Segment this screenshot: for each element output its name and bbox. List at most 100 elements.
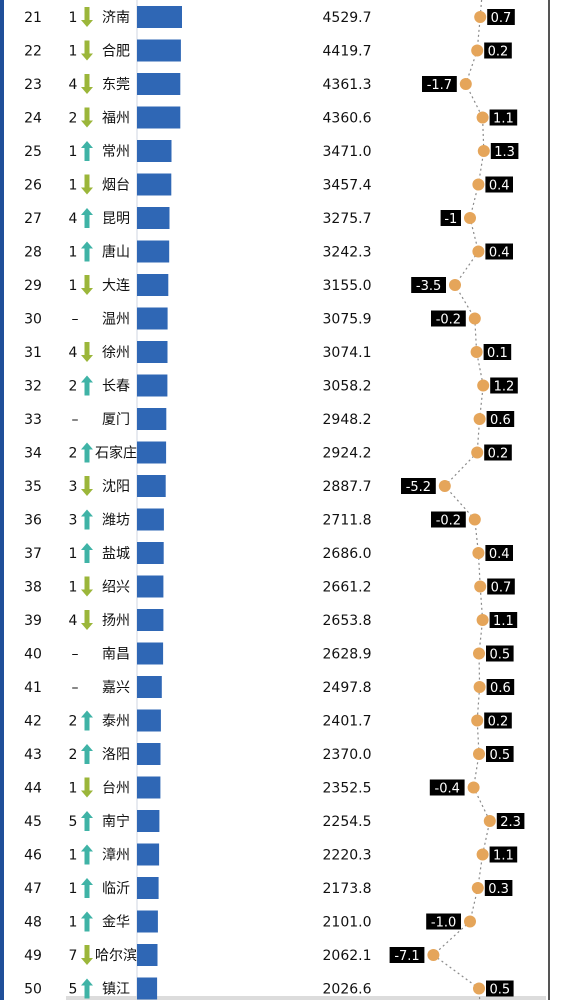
rank-change-label: 1 [69, 10, 78, 26]
growth-point [459, 78, 472, 90]
table-row: 21 1 济南 4529.7 [24, 6, 372, 28]
growth-value-label: 2.3 [500, 815, 521, 830]
gdp-value-label: 2062.1 [323, 948, 372, 964]
table-row: 38 1 绍兴 2661.2 [24, 575, 372, 598]
table-row: 31 4 徐州 3074.1 [24, 341, 372, 363]
growth-label-box [496, 813, 525, 829]
gdp-value-label: 3075.9 [323, 312, 372, 328]
arrow-down-icon [81, 174, 93, 195]
gdp-bar [137, 441, 167, 464]
growth-value-label: -5.2 [406, 480, 431, 495]
rank-label: 47 [24, 881, 42, 897]
gdp-bar [137, 106, 181, 129]
gdp-bar [137, 910, 158, 933]
arrow-up-icon [81, 241, 93, 262]
rank-change-label: – [72, 312, 79, 328]
gdp-value-label: 3058.2 [323, 379, 372, 395]
rank-label: 37 [24, 546, 42, 562]
growth-label-box [486, 645, 514, 662]
rank-change-label: 1 [69, 915, 78, 931]
gdp-bar [137, 542, 164, 564]
gdp-value-label: 2948.2 [323, 412, 372, 428]
rank-label: 43 [24, 747, 42, 763]
gdp-value-label: 2628.9 [323, 647, 372, 663]
growth-label-box [487, 9, 515, 25]
table-row: 46 1 漳州 2220.3 [24, 843, 372, 866]
growth-label-box [486, 980, 514, 997]
gdp-bar [137, 609, 164, 631]
growth-point [471, 882, 484, 894]
growth-point-group: -5.2 [401, 478, 451, 495]
gdp-value-label: 3155.0 [323, 278, 372, 294]
arrow-down-icon [81, 40, 93, 61]
growth-point-group: 1.3 [477, 143, 519, 160]
city-label: 温州 [102, 312, 130, 328]
gdp-bar [137, 843, 160, 866]
city-label: 盐城 [102, 546, 130, 562]
rank-change-label: – [72, 680, 79, 696]
rank-label: 23 [24, 77, 42, 93]
table-row: 24 2 福州 4360.6 [24, 106, 372, 129]
growth-point-group: 0.1 [470, 344, 512, 361]
growth-label-box [431, 310, 466, 327]
rank-change-label: 1 [69, 144, 78, 160]
city-label: 临沂 [102, 881, 130, 897]
table-rows: 21 1 济南 4529.722 1 合肥 4419.723 4 东莞 4361.324 2 福州 43… [24, 6, 372, 1000]
gdp-bar [137, 743, 161, 765]
gdp-value-label: 3074.1 [323, 345, 372, 361]
gdp-value-label: 3471.0 [323, 144, 372, 160]
city-label: 石家庄 [95, 445, 137, 462]
rank-change-label: 1 [69, 44, 78, 60]
growth-point [467, 781, 480, 794]
bottom-strip [66, 996, 546, 1000]
arrow-down-icon [81, 342, 93, 362]
city-label: 镇江 [102, 982, 130, 998]
gdp-value-label: 2497.8 [323, 680, 372, 696]
growth-value-label: 0.4 [489, 547, 510, 562]
gdp-value-label: 2026.6 [323, 982, 372, 998]
growth-point-group: -1 [440, 210, 476, 227]
growth-label-box [486, 679, 515, 695]
gdp-bar [137, 207, 170, 229]
gdp-bar [137, 977, 158, 1000]
city-label: 漳州 [102, 847, 130, 864]
growth-value-label: 0.5 [489, 983, 510, 998]
table-row: 41 – 嘉兴 2497.8 [24, 676, 372, 698]
growth-value-label: 1.1 [493, 849, 514, 864]
growth-point-group: 1.1 [476, 612, 518, 629]
growth-point-group: -0.2 [431, 511, 481, 529]
rank-change-label: 1 [69, 245, 78, 261]
rank-label: 38 [24, 580, 42, 596]
arrow-down-icon [81, 7, 93, 27]
rank-label: 36 [24, 513, 42, 529]
city-label: 绍兴 [102, 580, 130, 596]
growth-point [427, 949, 440, 961]
gdp-bar [137, 475, 166, 497]
rank-label: 21 [24, 10, 42, 26]
gdp-value-label: 2686.0 [323, 546, 372, 562]
rank-label: 30 [24, 312, 42, 328]
rank-change-label: 5 [69, 982, 78, 998]
city-label: 大连 [102, 278, 130, 294]
rank-change-label: – [72, 647, 79, 663]
growth-value-label: -1.0 [431, 916, 456, 931]
growth-value-label: -7.1 [394, 949, 419, 964]
city-label: 哈尔滨 [95, 948, 137, 964]
rank-label: 27 [24, 211, 42, 227]
gdp-bar [137, 240, 170, 263]
growth-value-label: 0.4 [489, 246, 510, 261]
city-label: 扬州 [102, 613, 130, 629]
city-label: 合肥 [102, 44, 130, 60]
table-row: 28 1 唐山 3242.3 [24, 240, 372, 263]
growth-value-label: 1.3 [494, 145, 515, 160]
rank-label: 44 [24, 781, 42, 797]
arrow-up-icon [81, 978, 93, 999]
gdp-bar [137, 307, 168, 330]
table-row: 33 – 厦门 2948.2 [24, 408, 372, 430]
gdp-bar [137, 39, 181, 62]
rank-label: 48 [24, 915, 42, 931]
growth-value-label: 1.1 [493, 112, 514, 127]
growth-value-label: -0.2 [436, 514, 461, 529]
growth-value-label: 1.1 [493, 614, 514, 629]
growth-point-group: -3.5 [411, 277, 461, 294]
